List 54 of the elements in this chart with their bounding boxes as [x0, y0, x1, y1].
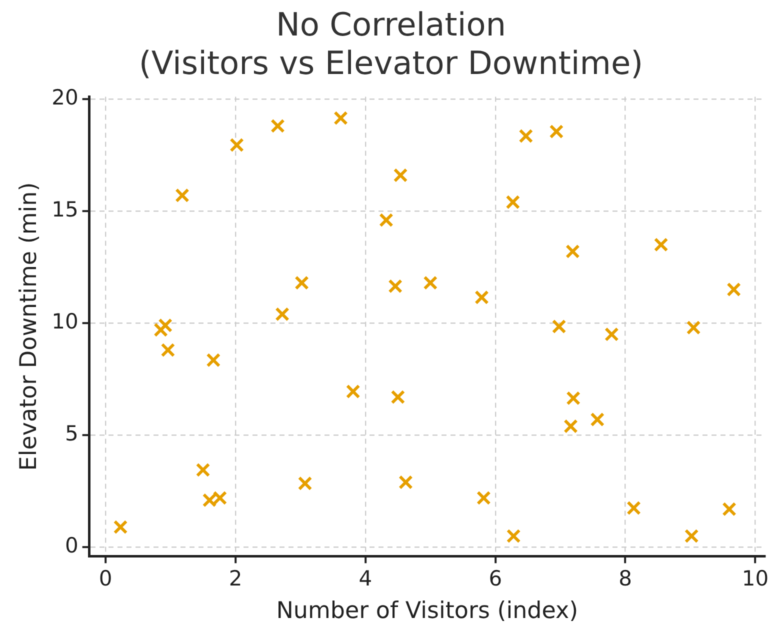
y-tick-label: 15	[52, 198, 78, 222]
point	[113, 520, 128, 534]
point	[654, 238, 668, 252]
point	[390, 390, 406, 404]
point	[566, 391, 580, 406]
y-tick-label: 5	[64, 422, 78, 446]
point	[175, 188, 190, 203]
point	[566, 244, 580, 259]
x-axis-title: Number of Visitors (index)	[276, 598, 578, 624]
point	[423, 276, 438, 290]
point	[476, 490, 491, 506]
point	[270, 118, 285, 134]
y-tick-label: 10	[52, 310, 78, 334]
x-tick-label: 0	[98, 566, 112, 590]
point	[196, 462, 210, 478]
point	[230, 138, 244, 152]
point	[398, 475, 413, 490]
point	[564, 419, 578, 434]
point	[346, 384, 360, 399]
point	[722, 502, 736, 516]
point	[626, 500, 641, 516]
y-tick-label: 20	[52, 85, 78, 110]
point	[506, 194, 520, 210]
point	[160, 342, 176, 358]
point	[294, 276, 309, 290]
point	[388, 279, 402, 294]
point	[518, 128, 534, 144]
chart-title: No Correlation (Visitors vs Elevator Downtime)	[138, 6, 644, 82]
point	[158, 318, 172, 333]
point	[393, 168, 408, 182]
point	[506, 528, 521, 544]
point	[590, 412, 605, 427]
point	[212, 490, 228, 506]
x-tick-label: 2	[228, 566, 242, 590]
x-tick-label: 8	[618, 566, 632, 590]
point	[726, 282, 741, 297]
point	[334, 110, 348, 126]
point	[379, 212, 394, 228]
x-tick-label: 4	[358, 566, 372, 590]
point	[275, 307, 290, 322]
y-tick-label: 0	[64, 534, 78, 558]
point	[474, 290, 489, 305]
y-axis-title: Elevator Downtime (min)	[16, 182, 42, 471]
x-tick-label: 10	[742, 566, 769, 590]
x-tick-label: 6	[488, 566, 502, 590]
point	[202, 493, 217, 508]
point	[604, 327, 619, 342]
point	[206, 352, 221, 368]
point	[298, 476, 312, 491]
point	[552, 319, 566, 334]
point	[549, 124, 564, 139]
point	[686, 320, 701, 335]
point	[684, 528, 699, 544]
point	[154, 322, 168, 338]
